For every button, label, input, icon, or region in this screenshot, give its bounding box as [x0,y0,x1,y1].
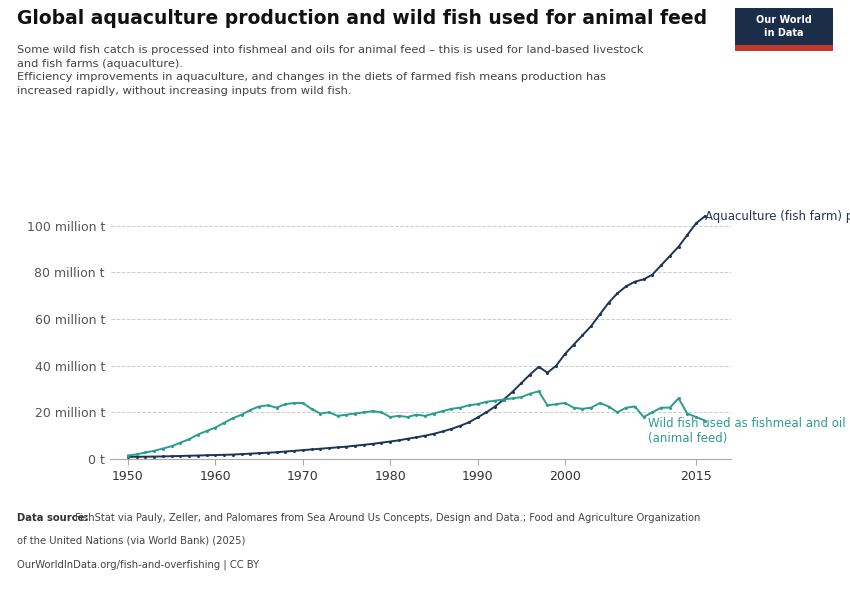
Text: Some wild fish catch is processed into fishmeal and oils for animal feed – this : Some wild fish catch is processed into f… [17,45,643,96]
Text: OurWorldInData.org/fish-and-overfishing | CC BY: OurWorldInData.org/fish-and-overfishing … [17,559,259,570]
Text: Our World: Our World [756,15,812,25]
Text: Aquaculture (fish farm) production: Aquaculture (fish farm) production [705,211,850,223]
Text: Data source:: Data source: [17,513,88,523]
Text: Wild fish used as fishmeal and oil
(animal feed): Wild fish used as fishmeal and oil (anim… [648,417,846,445]
Text: FishStat via Pauly, Zeller, and Palomares from Sea Around Us Concepts, Design an: FishStat via Pauly, Zeller, and Palomare… [72,513,700,523]
Text: of the United Nations (via World Bank) (2025): of the United Nations (via World Bank) (… [17,535,246,545]
Text: Global aquaculture production and wild fish used for animal feed: Global aquaculture production and wild f… [17,9,707,28]
Text: in Data: in Data [764,28,804,38]
